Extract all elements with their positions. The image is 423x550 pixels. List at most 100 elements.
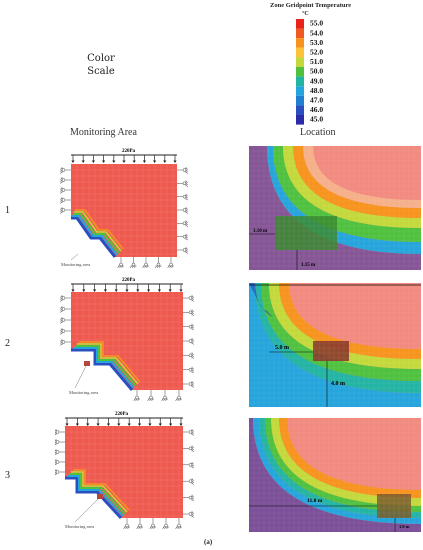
roller-support bbox=[59, 317, 71, 324]
roller-support bbox=[183, 445, 195, 453]
model-domain bbox=[65, 426, 183, 518]
model-diagram-3: 220Pa Monitoring area bbox=[55, 412, 195, 530]
monitoring-area-header: Monitoring Area bbox=[70, 127, 137, 138]
roller-support bbox=[59, 207, 71, 214]
roller-support bbox=[183, 478, 195, 485]
roller-support bbox=[177, 233, 189, 241]
color-scale-label: Color Scale bbox=[87, 53, 115, 77]
roller-support bbox=[55, 469, 65, 476]
legend-swatch bbox=[296, 47, 304, 58]
legend-unit: °C bbox=[302, 11, 309, 17]
roller-support bbox=[177, 193, 189, 201]
legend-swatch bbox=[296, 115, 304, 125]
load-label: 220Pa bbox=[122, 149, 136, 154]
roller-support bbox=[177, 180, 189, 188]
svg-text:1.15 m: 1.15 m bbox=[301, 263, 316, 268]
roller-support bbox=[154, 257, 162, 269]
legend-label: 48.0 bbox=[310, 86, 323, 95]
roller-support bbox=[142, 257, 149, 269]
roller-support bbox=[59, 328, 71, 335]
legend-colorbar: 55.054.053.052.051.050.049.048.047.046.0… bbox=[296, 19, 323, 125]
legend-swatch bbox=[296, 86, 304, 96]
legend-swatch bbox=[296, 67, 304, 77]
legend-label: 50.0 bbox=[310, 67, 323, 76]
location-panel-1: 1.10 m 1.15 m bbox=[249, 146, 421, 270]
roller-support bbox=[175, 518, 182, 530]
monitor-label: Monitoring area bbox=[65, 524, 94, 529]
roller-support bbox=[59, 339, 71, 346]
roller-support bbox=[59, 306, 71, 313]
monitoring-box bbox=[275, 216, 337, 250]
roller-support bbox=[183, 429, 195, 436]
roller-support bbox=[183, 494, 195, 502]
roller-support bbox=[59, 177, 71, 184]
roller-support bbox=[177, 220, 189, 228]
model-domain bbox=[71, 292, 183, 390]
legend-swatch bbox=[296, 19, 304, 29]
roller-support bbox=[167, 257, 174, 269]
legend-label: 49.0 bbox=[310, 76, 323, 85]
roller-support bbox=[161, 390, 168, 402]
svg-text:4.0 m: 4.0 m bbox=[331, 381, 345, 387]
roller-support bbox=[183, 461, 195, 469]
monitor-label: Monitoring area bbox=[69, 390, 98, 395]
roller-support bbox=[133, 390, 140, 402]
legend-label: 47.0 bbox=[310, 96, 323, 105]
roller-support bbox=[183, 338, 195, 345]
legend-swatch bbox=[296, 28, 304, 39]
row-number-1: 1 bbox=[5, 205, 10, 216]
roller-support bbox=[183, 309, 195, 317]
roller-support bbox=[55, 429, 65, 436]
roller-support bbox=[175, 390, 182, 402]
svg-text:11.8 m: 11.8 m bbox=[307, 498, 323, 504]
legend-label: 54.0 bbox=[310, 28, 323, 37]
roller-support bbox=[183, 511, 195, 518]
legend-swatch bbox=[296, 38, 304, 48]
legend-title: Zone Gridpoint Temperature bbox=[270, 2, 352, 9]
legend-label: 51.0 bbox=[310, 57, 323, 66]
roller-support bbox=[136, 518, 143, 530]
roller-support bbox=[183, 366, 195, 374]
roller-support bbox=[117, 257, 124, 269]
roller-support bbox=[183, 323, 195, 331]
roller-support bbox=[59, 295, 71, 302]
roller-support bbox=[55, 449, 65, 456]
roller-support bbox=[123, 518, 130, 530]
row-number-2: 2 bbox=[5, 338, 10, 349]
roller-support bbox=[129, 257, 137, 269]
svg-text:5.0 m: 5.0 m bbox=[275, 345, 289, 351]
legend-label: 55.0 bbox=[310, 19, 323, 28]
row-number-3: 3 bbox=[5, 470, 10, 481]
legend-label: 52.0 bbox=[310, 48, 323, 57]
load-label: 220Pa bbox=[122, 278, 136, 283]
legend-label: 45.0 bbox=[310, 115, 323, 124]
svg-text:1.10 m: 1.10 m bbox=[253, 229, 268, 234]
model-diagram-1: 220Pa Monitoring area bbox=[59, 149, 189, 269]
svg-text:1.0 m: 1.0 m bbox=[399, 524, 410, 529]
legend-swatch bbox=[296, 105, 304, 115]
roller-support bbox=[183, 381, 195, 388]
legend-swatch bbox=[296, 57, 304, 67]
roller-support bbox=[55, 459, 65, 466]
location-panel-2: 5.0 m 4.0 m bbox=[249, 283, 421, 407]
monitoring-box bbox=[313, 341, 349, 361]
roller-support bbox=[177, 247, 189, 254]
roller-support bbox=[59, 197, 71, 204]
roller-support bbox=[162, 518, 169, 530]
legend-label: 53.0 bbox=[310, 38, 323, 47]
legend-swatch bbox=[296, 95, 304, 106]
monitoring-box bbox=[377, 494, 411, 518]
roller-support bbox=[147, 390, 154, 402]
roller-support bbox=[149, 518, 156, 530]
model-diagram-2: 220Pa Monitoring area bbox=[59, 278, 195, 402]
roller-support bbox=[59, 167, 71, 174]
load-label: 220Pa bbox=[115, 412, 129, 417]
location-header: Location bbox=[300, 127, 336, 138]
roller-support bbox=[177, 207, 189, 214]
monitor-label: Monitoring area bbox=[61, 262, 90, 267]
figure-caption: (a) bbox=[204, 538, 213, 546]
roller-support bbox=[177, 167, 189, 174]
legend-label: 46.0 bbox=[310, 105, 323, 114]
location-panel-3: 11.8 m 1.0 m bbox=[249, 418, 421, 532]
legend-swatch bbox=[296, 76, 304, 87]
